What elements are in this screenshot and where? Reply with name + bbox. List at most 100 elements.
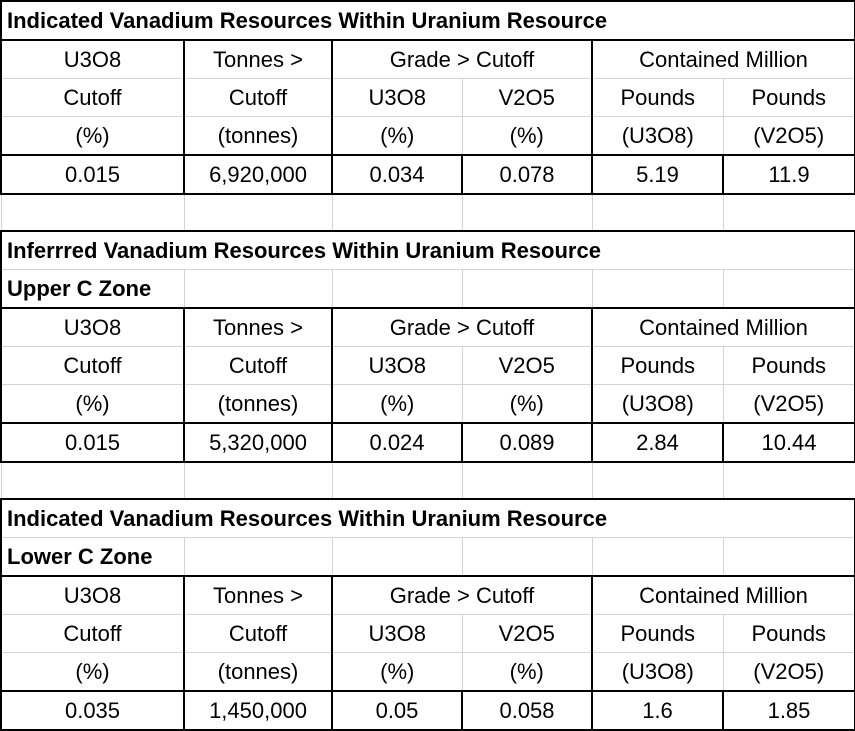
section-1-h2-v2o5: V2O5 [461,78,593,117]
spacer-cell [461,461,593,500]
section-1-header-row-2: Cutoff Cutoff U3O8 V2O5 Pounds Pounds [0,78,855,117]
spacer-cell [0,461,185,500]
section-3-header-row-3: (%) (tonnes) (%) (%) (U3O8) (V2O5) [0,652,855,692]
section-1-header-row-1: U3O8 Tonnes > Grade > Cutoff Contained M… [0,39,855,79]
section-2-subtitle-row: Upper C Zone [0,269,855,309]
section-2-h1-contained: Contained Million [591,307,855,347]
section-1-h2-cutoff-tonnes: Cutoff [183,78,333,117]
section-2-h3-v2o5-unit: (V2O5) [722,384,855,424]
section-3-h3-u3o8-unit: (U3O8) [591,652,724,692]
section-1-h2-u3o8: U3O8 [331,78,463,117]
section-3-h1-grade: Grade > Cutoff [331,575,593,615]
spacer-cell [0,193,185,232]
spacer-row-2 [0,461,855,500]
section-2-header-row-3: (%) (tonnes) (%) (%) (U3O8) (V2O5) [0,384,855,424]
section-2-header-row-2: Cutoff Cutoff U3O8 V2O5 Pounds Pounds [0,346,855,385]
section-2-title-row: Inferrred Vanadium Resources Within Uran… [0,230,855,270]
section-2-cutoff-value: 0.015 [0,422,185,463]
section-2-subtitle: Upper C Zone [0,269,185,309]
section-2-h2-cutoff: Cutoff [0,346,185,385]
section-3-h3-v2o5-pct: (%) [461,652,593,692]
section-2-h1-grade: Grade > Cutoff [331,307,593,347]
section-3-title: Indicated Vanadium Resources Within Uran… [0,498,855,538]
section-1-h3-u3o8-unit: (U3O8) [591,116,724,156]
section-3-h1-tonnes: Tonnes > [183,575,333,615]
section-2-h2-pounds-u3o8: Pounds [591,346,724,385]
section-3-h3-u3o8-pct: (%) [331,652,463,692]
section-2-h2-u3o8: U3O8 [331,346,463,385]
section-1-h3-tonnes: (tonnes) [183,116,333,156]
blank-cell [591,537,724,577]
spacer-cell [722,193,855,232]
section-1-title-row: Indicated Vanadium Resources Within Uran… [0,0,855,41]
section-2-h1-tonnes: Tonnes > [183,307,333,347]
section-1-h3-pct: (%) [0,116,185,156]
section-3-h3-tonnes: (tonnes) [183,652,333,692]
section-1-h3-v2o5-pct: (%) [461,116,593,156]
section-3-data-row: 0.035 1,450,000 0.05 0.058 1.6 1.85 [0,690,855,731]
section-2-h3-pct: (%) [0,384,185,424]
section-1-h1-u3o8: U3O8 [0,39,185,79]
section-3-h2-pounds-u3o8: Pounds [591,614,724,653]
spacer-cell [331,193,463,232]
section-2-h1-u3o8: U3O8 [0,307,185,347]
spacer-row-1 [0,193,855,232]
section-3-tonnes-value: 1,450,000 [183,690,333,731]
section-2-title: Inferrred Vanadium Resources Within Uran… [0,230,855,270]
spacer-cell [331,461,463,500]
section-3-h2-u3o8: U3O8 [331,614,463,653]
blank-cell [331,537,463,577]
blank-cell [461,269,593,309]
section-1-h2-cutoff: Cutoff [0,78,185,117]
section-1-title: Indicated Vanadium Resources Within Uran… [0,0,855,41]
section-2-h3-v2o5-pct: (%) [461,384,593,424]
section-2-u3o8-grade-value: 0.024 [331,422,463,463]
section-3-cutoff-value: 0.035 [0,690,185,731]
blank-cell [461,537,593,577]
spacer-cell [722,461,855,500]
section-1-h1-tonnes: Tonnes > [183,39,333,79]
section-3-header-row-1: U3O8 Tonnes > Grade > Cutoff Contained M… [0,575,855,615]
section-2-h3-u3o8-pct: (%) [331,384,463,424]
section-2-h2-pounds-v2o5: Pounds [722,346,855,385]
section-1-v2o5-pounds-value: 11.9 [722,154,855,195]
section-3-v2o5-pounds-value: 1.85 [722,690,855,731]
spacer-cell [183,461,333,500]
blank-cell [722,537,855,577]
section-1-u3o8-grade-value: 0.034 [331,154,463,195]
section-1-h2-pounds-u3o8: Pounds [591,78,724,117]
section-3-h1-u3o8: U3O8 [0,575,185,615]
section-3-h3-pct: (%) [0,652,185,692]
blank-cell [722,269,855,309]
section-3-subtitle: Lower C Zone [0,537,185,577]
section-1-cutoff-value: 0.015 [0,154,185,195]
section-3-header-row-2: Cutoff Cutoff U3O8 V2O5 Pounds Pounds [0,614,855,653]
section-3-v2o5-grade-value: 0.058 [461,690,593,731]
section-2-v2o5-grade-value: 0.089 [461,422,593,463]
blank-cell [183,269,333,309]
section-2-h3-tonnes: (tonnes) [183,384,333,424]
section-1-tonnes-value: 6,920,000 [183,154,333,195]
section-3-h2-v2o5: V2O5 [461,614,593,653]
section-3-subtitle-row: Lower C Zone [0,537,855,577]
blank-cell [591,269,724,309]
section-3-u3o8-grade-value: 0.05 [331,690,463,731]
section-2-data-row: 0.015 5,320,000 0.024 0.089 2.84 10.44 [0,422,855,463]
section-1-h1-grade: Grade > Cutoff [331,39,593,79]
section-3-h2-cutoff-tonnes: Cutoff [183,614,333,653]
section-2-u3o8-pounds-value: 2.84 [591,422,724,463]
section-1-h2-pounds-v2o5: Pounds [722,78,855,117]
section-2-tonnes-value: 5,320,000 [183,422,333,463]
section-3-h2-cutoff: Cutoff [0,614,185,653]
section-2-v2o5-pounds-value: 10.44 [722,422,855,463]
section-1-v2o5-grade-value: 0.078 [461,154,593,195]
section-1-h1-contained: Contained Million [591,39,855,79]
section-1-h3-v2o5-unit: (V2O5) [722,116,855,156]
spacer-cell [591,461,724,500]
section-2-h3-u3o8-unit: (U3O8) [591,384,724,424]
spacer-cell [183,193,333,232]
spacer-cell [461,193,593,232]
section-1-h3-u3o8-pct: (%) [331,116,463,156]
